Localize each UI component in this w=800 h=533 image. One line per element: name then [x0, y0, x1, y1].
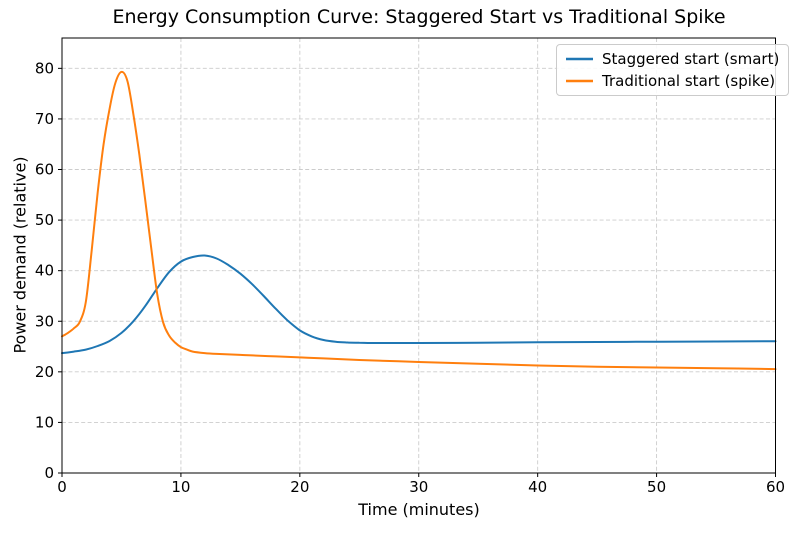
legend: Staggered start (smart) Traditional start…: [556, 44, 790, 96]
y-tick-label: 50: [35, 211, 54, 229]
y-tick-label: 0: [44, 464, 54, 482]
series-line-0: [61, 254, 777, 355]
y-tick-label: 30: [35, 312, 54, 330]
x-axis-label: Time (minutes): [358, 500, 480, 519]
x-tick-label: 30: [409, 478, 428, 496]
x-tick-label: 20: [290, 478, 309, 496]
legend-label: Traditional start (spike): [602, 72, 776, 90]
series-line-1: [61, 70, 777, 371]
x-tick-label: 50: [647, 478, 666, 496]
x-tick-label: 10: [171, 478, 190, 496]
legend-label: Staggered start (smart): [602, 50, 780, 68]
y-tick-label: 40: [35, 262, 54, 280]
y-tick-label: 10: [35, 413, 54, 431]
x-tick-label: 0: [57, 478, 67, 496]
chart-title: Energy Consumption Curve: Staggered Star…: [112, 6, 726, 28]
y-tick-label: 20: [35, 363, 54, 381]
x-tick-label: 60: [766, 478, 785, 496]
y-tick-label: 60: [35, 161, 54, 179]
legend-item: Traditional start (spike): [566, 72, 779, 90]
legend-item: Staggered start (smart): [566, 50, 779, 68]
legend-line-swatch: [566, 79, 593, 83]
x-tick-label: 40: [528, 478, 547, 496]
legend-line-swatch: [566, 57, 593, 61]
y-tick-label: 80: [35, 59, 54, 77]
y-tick-label: 70: [35, 110, 54, 128]
y-axis-label: Power demand (relative): [10, 156, 30, 354]
